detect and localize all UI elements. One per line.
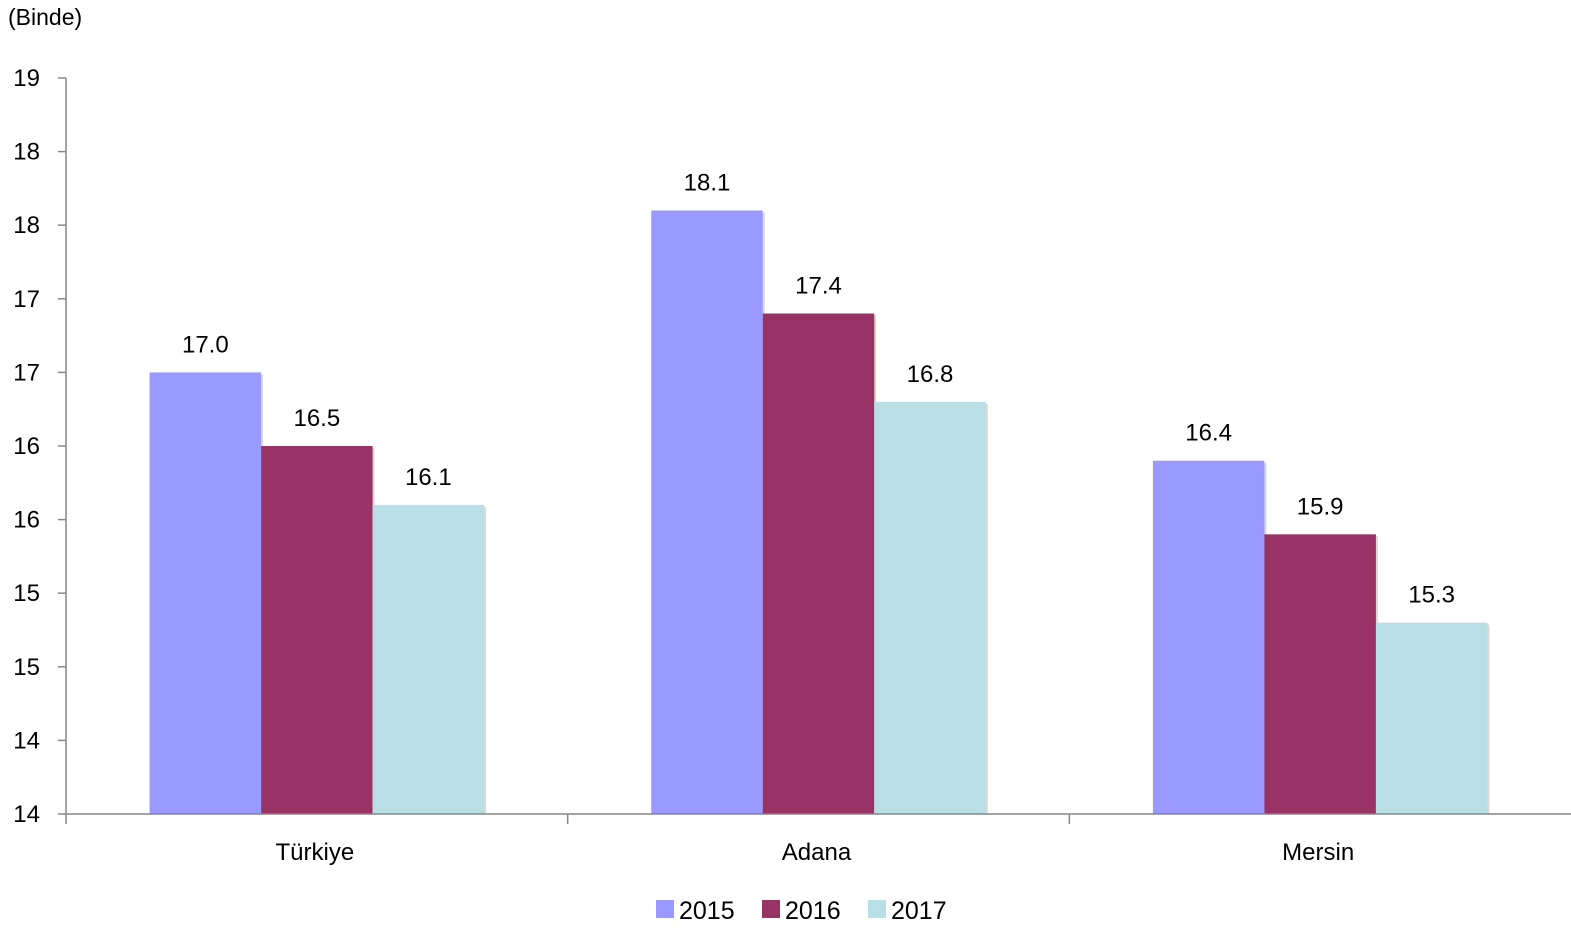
y-tick-label: 17 xyxy=(13,286,40,313)
bars-group xyxy=(149,210,1490,815)
bar-2017-2 xyxy=(1375,622,1488,814)
legend-label: 2015 xyxy=(679,897,735,925)
x-axis: Türkiye Adana Mersin xyxy=(65,813,1571,866)
bar-2016-2 xyxy=(1264,534,1376,814)
y-tick-label: 14 xyxy=(13,801,40,828)
data-labels-group: 17.0 16.5 16.1 18.1 17.4 16.8 16.4 15.9 15.3 xyxy=(182,169,1455,608)
legend: 2015 2016 2017 xyxy=(656,897,947,925)
bar-2016-0 xyxy=(261,446,373,814)
data-label: 16.1 xyxy=(405,464,452,491)
data-label: 16.5 xyxy=(293,405,340,432)
legend-swatch-2016 xyxy=(762,900,780,918)
y-axis: 14 14 15 15 16 16 17 17 18 18 19 xyxy=(13,65,67,828)
data-label: 15.3 xyxy=(1408,582,1455,609)
y-axis-unit-label: (Binde) xyxy=(8,4,82,30)
y-tick-label: 16 xyxy=(13,433,40,460)
y-tick-label: 14 xyxy=(13,727,40,754)
data-label: 17.0 xyxy=(182,331,229,358)
x-category-label: Adana xyxy=(782,839,852,866)
legend-swatch-2015 xyxy=(656,900,674,918)
y-tick-label: 16 xyxy=(13,507,40,534)
x-category-label: Mersin xyxy=(1282,839,1354,866)
data-label: 16.8 xyxy=(907,361,954,388)
legend-swatch-2017 xyxy=(868,900,886,918)
bar-2015-0 xyxy=(149,372,262,814)
y-tick-label: 15 xyxy=(13,654,40,681)
legend-label: 2017 xyxy=(891,897,947,925)
bar-2017-0 xyxy=(372,504,485,814)
data-label: 15.9 xyxy=(1297,493,1344,520)
bar-2015-2 xyxy=(1152,460,1265,814)
data-label: 18.1 xyxy=(684,169,731,196)
data-label: 16.4 xyxy=(1185,420,1232,447)
y-tick-label: 17 xyxy=(13,359,40,386)
y-tick-label: 15 xyxy=(13,580,40,607)
legend-label: 2016 xyxy=(785,897,841,925)
bar-2017-1 xyxy=(874,401,986,814)
x-category-label: Türkiye xyxy=(275,839,354,866)
bar-2016-1 xyxy=(762,313,875,814)
y-tick-label: 18 xyxy=(13,139,40,166)
bar-2015-1 xyxy=(651,210,763,815)
y-tick-label: 19 xyxy=(13,65,40,92)
data-label: 17.4 xyxy=(795,273,842,300)
y-tick-label: 18 xyxy=(13,212,40,239)
